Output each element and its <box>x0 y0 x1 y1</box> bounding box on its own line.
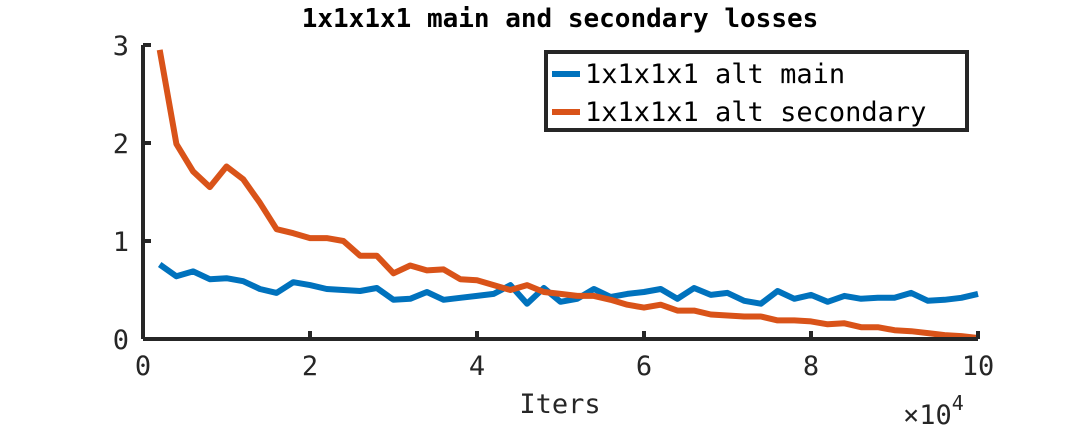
y-ticks: 0 1 2 3 <box>113 31 151 356</box>
series-line-secondary <box>156 49 979 341</box>
plot-area: 0 2 4 6 8 10 0 1 2 3 <box>113 31 995 382</box>
legend-box <box>544 50 969 132</box>
chart-title: 1x1x1x1 main and secondary losses <box>302 4 819 34</box>
x-exponent-power: 4 <box>952 391 964 415</box>
y-tick-label: 0 <box>113 325 129 356</box>
x-exponent-base: ×10 <box>903 400 952 431</box>
x-ticks: 0 2 4 6 8 10 <box>135 331 994 382</box>
x-tick-label: 6 <box>636 351 652 382</box>
y-tick-label: 3 <box>113 31 129 62</box>
svg-text:×104: ×104 <box>903 391 964 431</box>
y-tick-label: 1 <box>113 227 129 258</box>
x-tick-label: 2 <box>302 351 318 382</box>
legend-label-secondary: 1x1x1x1 alt secondary <box>585 97 926 128</box>
series-lines <box>156 49 979 341</box>
legend-label-main: 1x1x1x1 alt main <box>585 59 845 90</box>
x-axis-label: Iters <box>519 389 600 420</box>
legend: 1x1x1x1 alt main 1x1x1x1 alt secondary <box>544 50 969 132</box>
series-line-main <box>157 262 979 307</box>
x-tick-label: 10 <box>962 351 995 382</box>
y-tick-label: 2 <box>113 129 129 160</box>
x-exponent-label: ×104 <box>903 391 964 431</box>
x-tick-label: 0 <box>135 351 151 382</box>
x-tick-label: 4 <box>469 351 485 382</box>
x-tick-label: 8 <box>803 351 819 382</box>
